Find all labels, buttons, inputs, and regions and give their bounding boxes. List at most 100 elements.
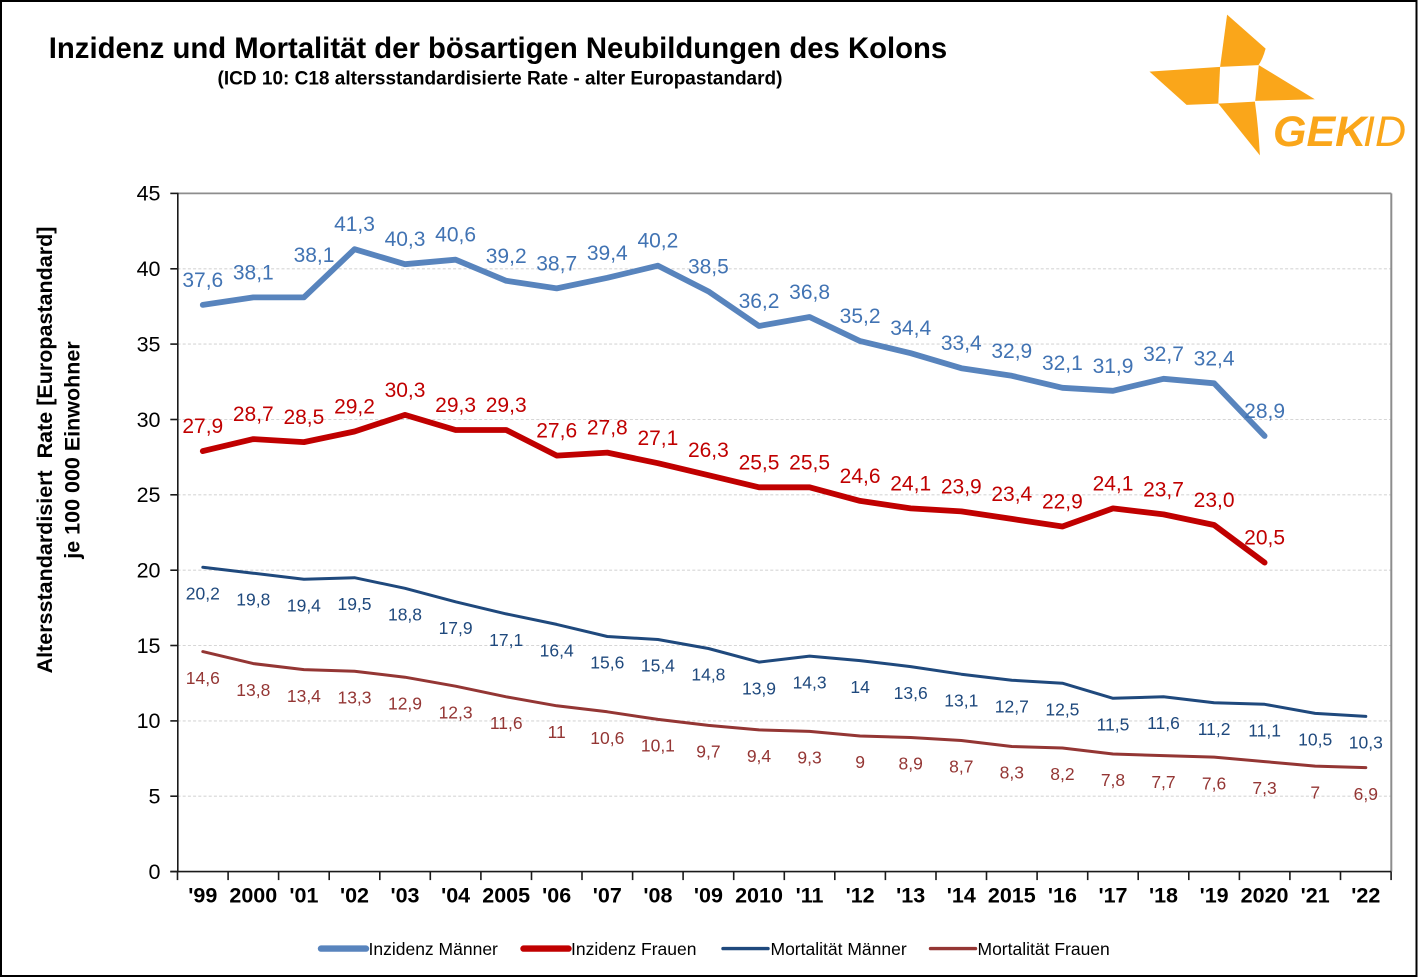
svg-text:Inzidenz Männer: Inzidenz Männer xyxy=(369,939,499,959)
svg-text:2000: 2000 xyxy=(229,883,277,907)
svg-text:8,7: 8,7 xyxy=(949,757,973,777)
svg-text:24,1: 24,1 xyxy=(1093,472,1134,495)
svg-text:25,5: 25,5 xyxy=(739,451,780,474)
svg-text:'03: '03 xyxy=(390,883,419,907)
svg-text:8,9: 8,9 xyxy=(899,754,923,774)
svg-text:Mortalität Männer: Mortalität Männer xyxy=(771,939,907,959)
svg-text:'02: '02 xyxy=(340,883,369,907)
svg-text:25: 25 xyxy=(137,483,161,507)
svg-text:32,7: 32,7 xyxy=(1143,343,1184,366)
svg-text:2020: 2020 xyxy=(1241,883,1289,907)
svg-text:7,8: 7,8 xyxy=(1101,770,1125,790)
svg-text:'11: '11 xyxy=(796,883,824,907)
svg-text:45: 45 xyxy=(137,182,161,206)
svg-text:19,4: 19,4 xyxy=(287,595,321,615)
svg-text:10,5: 10,5 xyxy=(1298,730,1332,750)
svg-text:38,7: 38,7 xyxy=(536,252,577,275)
svg-text:19,8: 19,8 xyxy=(236,589,270,609)
svg-text:9,3: 9,3 xyxy=(797,748,821,768)
svg-text:11,6: 11,6 xyxy=(1147,713,1180,733)
svg-text:23,9: 23,9 xyxy=(941,475,982,498)
svg-text:27,6: 27,6 xyxy=(536,420,577,443)
svg-text:23,4: 23,4 xyxy=(991,483,1032,506)
svg-text:'01: '01 xyxy=(289,883,318,907)
svg-text:28,9: 28,9 xyxy=(1244,400,1285,423)
svg-text:12,9: 12,9 xyxy=(388,693,422,713)
svg-text:20,2: 20,2 xyxy=(186,583,220,603)
svg-text:5: 5 xyxy=(149,785,161,809)
svg-text:0: 0 xyxy=(149,860,161,884)
svg-text:35,2: 35,2 xyxy=(840,305,881,328)
svg-text:39,2: 39,2 xyxy=(486,245,527,268)
svg-text:13,1: 13,1 xyxy=(944,690,978,710)
svg-text:15: 15 xyxy=(137,634,161,658)
svg-text:14: 14 xyxy=(850,677,870,697)
svg-text:35: 35 xyxy=(137,332,161,356)
svg-text:(ICD 10: C18 altersstandardisi: (ICD 10: C18 altersstandardisierte Rate … xyxy=(218,69,783,90)
svg-text:11,6: 11,6 xyxy=(490,713,523,733)
svg-text:Inzidenz Frauen: Inzidenz Frauen xyxy=(571,939,697,959)
svg-text:32,4: 32,4 xyxy=(1194,347,1235,370)
svg-text:'09: '09 xyxy=(694,883,723,907)
svg-text:27,1: 27,1 xyxy=(637,427,678,450)
svg-text:34,4: 34,4 xyxy=(890,317,931,340)
svg-text:'19: '19 xyxy=(1200,883,1229,907)
svg-text:'07: '07 xyxy=(593,883,622,907)
svg-text:27,8: 27,8 xyxy=(587,417,628,440)
svg-text:9,4: 9,4 xyxy=(747,746,772,766)
svg-text:11,1: 11,1 xyxy=(1248,721,1281,741)
svg-text:ID: ID xyxy=(1363,108,1406,156)
svg-text:7,6: 7,6 xyxy=(1202,773,1226,793)
svg-text:36,8: 36,8 xyxy=(789,281,830,304)
svg-text:14,8: 14,8 xyxy=(691,665,725,685)
svg-text:'16: '16 xyxy=(1048,883,1077,907)
svg-text:'14: '14 xyxy=(947,883,976,907)
svg-text:2015: 2015 xyxy=(988,883,1036,907)
svg-text:17,9: 17,9 xyxy=(439,618,473,638)
svg-text:22,9: 22,9 xyxy=(1042,491,1083,514)
svg-text:23,0: 23,0 xyxy=(1194,489,1235,512)
svg-text:11,2: 11,2 xyxy=(1198,719,1231,739)
svg-text:20,5: 20,5 xyxy=(1244,527,1285,550)
svg-text:25,5: 25,5 xyxy=(789,451,830,474)
svg-text:12,3: 12,3 xyxy=(439,702,473,722)
svg-text:2010: 2010 xyxy=(735,883,783,907)
svg-text:7: 7 xyxy=(1310,782,1320,802)
svg-text:38,1: 38,1 xyxy=(294,244,335,267)
svg-text:16,4: 16,4 xyxy=(540,641,574,661)
svg-text:13,6: 13,6 xyxy=(894,683,928,703)
svg-text:15,4: 15,4 xyxy=(641,656,675,676)
svg-text:7,7: 7,7 xyxy=(1151,772,1175,792)
svg-text:13,9: 13,9 xyxy=(742,678,776,698)
svg-text:'99: '99 xyxy=(188,883,217,907)
svg-text:32,9: 32,9 xyxy=(991,340,1032,363)
svg-text:12,5: 12,5 xyxy=(1045,699,1079,719)
svg-text:'06: '06 xyxy=(542,883,571,907)
svg-text:14,3: 14,3 xyxy=(793,672,827,692)
svg-text:31,9: 31,9 xyxy=(1093,355,1134,378)
svg-text:28,5: 28,5 xyxy=(283,406,324,429)
svg-text:11: 11 xyxy=(548,722,566,742)
svg-text:40,2: 40,2 xyxy=(637,230,678,253)
svg-text:17,1: 17,1 xyxy=(489,630,523,650)
svg-text:13,3: 13,3 xyxy=(337,687,371,707)
svg-text:40: 40 xyxy=(137,257,161,281)
svg-text:6,9: 6,9 xyxy=(1354,784,1378,804)
svg-text:9: 9 xyxy=(855,752,865,772)
svg-text:38,1: 38,1 xyxy=(233,261,274,284)
svg-text:40,6: 40,6 xyxy=(435,224,476,247)
svg-text:13,8: 13,8 xyxy=(236,680,270,700)
svg-text:8,3: 8,3 xyxy=(1000,763,1024,783)
svg-text:32,1: 32,1 xyxy=(1042,352,1083,375)
svg-text:'12: '12 xyxy=(846,883,875,907)
svg-text:40,3: 40,3 xyxy=(385,228,426,251)
svg-text:2005: 2005 xyxy=(482,883,530,907)
svg-text:37,6: 37,6 xyxy=(182,269,223,292)
svg-text:39,4: 39,4 xyxy=(587,242,628,265)
svg-text:38,5: 38,5 xyxy=(688,255,729,278)
svg-text:19,5: 19,5 xyxy=(337,594,371,614)
svg-text:12,7: 12,7 xyxy=(995,696,1029,716)
svg-text:'22: '22 xyxy=(1351,883,1380,907)
svg-text:20: 20 xyxy=(137,559,161,583)
svg-text:29,2: 29,2 xyxy=(334,396,375,419)
